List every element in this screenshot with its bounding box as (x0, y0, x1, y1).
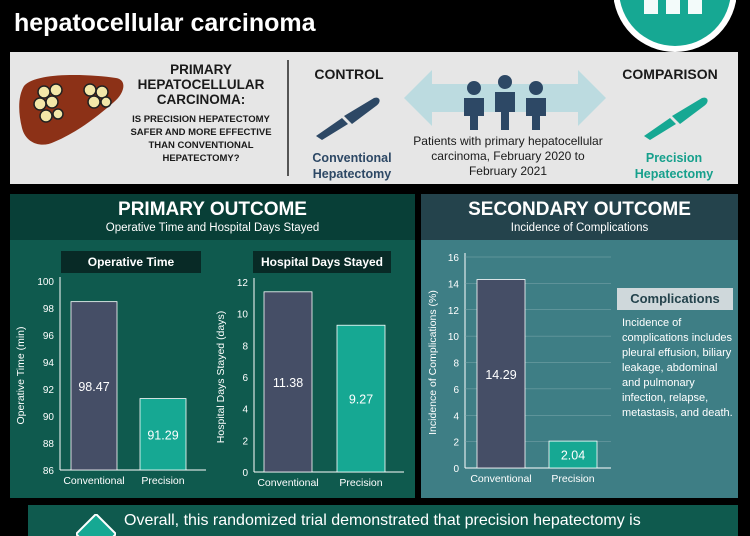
bar-value-label: 98.47 (78, 380, 109, 394)
y-tick-label: 8 (453, 359, 459, 370)
y-tick-label: 92 (43, 385, 55, 396)
divider (287, 60, 289, 176)
secondary-outcome-header (421, 194, 738, 240)
y-axis-label: Operative Time (min) (15, 326, 27, 424)
patients-arrow-icon (404, 70, 606, 130)
comparison-technique: Precision Hepatectomy (634, 151, 714, 181)
bar-value-label: 11.38 (273, 376, 303, 390)
x-tick-label: Conventional (470, 473, 531, 485)
primary-outcome-title: PRIMARY OUTCOME (118, 199, 307, 220)
conventional-scalpel-icon (316, 97, 380, 140)
bar-precision (336, 324, 386, 473)
y-tick-label: 6 (453, 385, 459, 396)
study-design-panel (10, 52, 738, 184)
liver-icon (19, 75, 124, 145)
conclusion-diamond-icon (76, 514, 116, 536)
y-tick-label: 4 (242, 405, 248, 416)
operative-time-chart-title: Operative Time (61, 251, 201, 273)
y-tick-label: 2 (242, 436, 248, 447)
precision-scalpel-icon (644, 97, 708, 140)
y-tick-label: 98 (43, 304, 55, 315)
hcc-title: PRIMARY HEPATOCELLULAR CARCINOMA: (137, 62, 265, 107)
bar-value-label: 2.04 (561, 449, 585, 463)
bar-value-label: 91.29 (147, 428, 178, 442)
operative-time-chart: 86 88 90 92 94 96 98 100 Operative Time (min) 98.… (15, 277, 206, 487)
y-tick-label: 14 (448, 279, 460, 290)
y-tick-label: 86 (43, 466, 55, 477)
complications-description: Incidence of complications includes pleu… (622, 317, 733, 419)
y-tick-label: 96 (43, 331, 55, 342)
y-tick-label: 10 (237, 310, 249, 321)
y-tick-label: 6 (242, 373, 248, 384)
bar-conventional (263, 291, 313, 473)
conclusion-bar (28, 505, 738, 536)
y-tick-label: 4 (453, 411, 459, 422)
y-tick-label: 8 (242, 341, 248, 352)
x-tick-label: Precision (339, 477, 382, 489)
y-tick-label: 12 (448, 306, 460, 317)
primary-outcome-subtitle: Operative Time and Hospital Days Stayed (105, 222, 320, 234)
primary-outcome-header (10, 194, 415, 240)
y-tick-label: 10 (448, 332, 460, 343)
control-label: CONTROL (314, 66, 384, 82)
journal-logo-icon (614, 0, 736, 52)
study-question: IS PRECISION HEPATECTOMY SAFER AND MORE … (130, 114, 272, 164)
bar-conventional (476, 279, 526, 469)
conclusion-text: Overall, this randomized trial demonstra… (124, 512, 641, 529)
bar-conventional (70, 301, 118, 471)
x-tick-label: Conventional (257, 477, 318, 489)
hospital-days-chart-title: Hospital Days Stayed (253, 251, 391, 273)
x-tick-label: Precision (141, 475, 184, 487)
y-tick-label: 16 (448, 253, 460, 264)
x-tick-label: Precision (551, 473, 594, 485)
y-tick-label: 12 (237, 278, 249, 289)
secondary-outcome-subtitle: Incidence of Complications (510, 222, 649, 234)
y-tick-label: 100 (37, 277, 54, 288)
control-technique: Conventional Hepatectomy (312, 151, 392, 181)
y-tick-label: 88 (43, 439, 55, 450)
page-title-text: hepatocellular carcinoma (14, 9, 316, 37)
y-axis-label: Hospital Days Stayed (days) (215, 311, 227, 443)
bar-precision (139, 398, 187, 471)
y-tick-label: 90 (43, 412, 55, 423)
page-title: hepatocellular carcinoma (14, 3, 316, 38)
hospital-days-chart: 0 2 4 6 8 10 12 Hospital Days Stayed (days) 11.3… (215, 278, 404, 489)
y-axis-label: Incidence of Complications (%) (427, 290, 439, 435)
bar-precision (548, 440, 598, 469)
patients-description: Patients with primary hepatocellular car… (413, 134, 603, 178)
y-tick-label: 2 (453, 438, 459, 449)
secondary-outcome-title: SECONDARY OUTCOME (468, 199, 691, 220)
x-tick-label: Conventional (63, 475, 124, 487)
y-tick-label: 0 (453, 464, 459, 475)
comparison-label: COMPARISON (622, 66, 718, 82)
y-tick-label: 0 (242, 468, 248, 479)
complications-box-title: Complications (617, 288, 733, 310)
bar-value-label: 14.29 (485, 368, 516, 382)
bar-value-label: 9.27 (349, 393, 373, 407)
y-tick-label: 94 (43, 358, 55, 369)
complications-chart: 0 2 4 6 8 10 12 14 16 Incidence of Complications … (427, 253, 611, 485)
